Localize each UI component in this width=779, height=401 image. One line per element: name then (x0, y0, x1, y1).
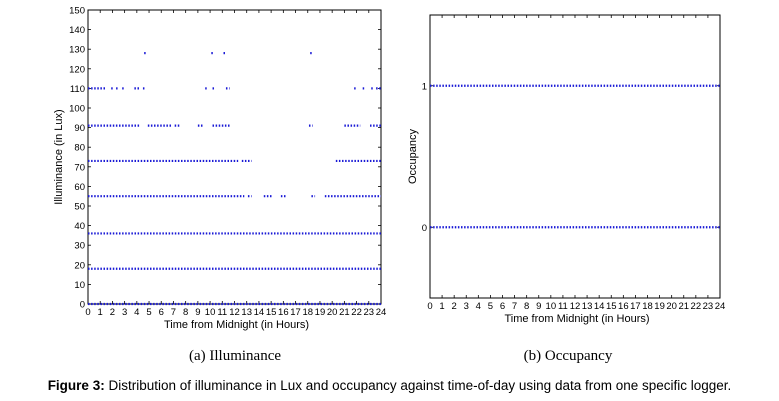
illuminance-x-tick-label: 14 (254, 307, 265, 318)
illuminance-x-tick-label: 11 (217, 307, 227, 318)
illuminance-x-tick-label: 22 (351, 307, 362, 318)
illuminance-y-tick-label: 40 (74, 221, 85, 232)
illuminance-x-tick-label: 9 (195, 307, 200, 318)
occupancy-x-tick-label: 16 (618, 301, 629, 312)
occupancy-x-axis-label: Time from Midnight (in Hours) (504, 313, 649, 325)
illuminance-plot-frame (87, 9, 382, 305)
illuminance-y-tick-label: 130 (69, 45, 85, 56)
occupancy-x-tick-label: 14 (594, 301, 605, 312)
occupancy-x-tick-label: 17 (630, 301, 641, 312)
illuminance-x-tick-label: 0 (85, 307, 90, 318)
occupancy-x-tick-label: 21 (678, 301, 689, 312)
figure-caption: Figure 3: Distribution of illuminance in… (0, 378, 779, 393)
illuminance-x-tick-label: 13 (241, 307, 252, 318)
illuminance-y-tick-label: 100 (69, 104, 85, 115)
illuminance-y-tick-label: 70 (74, 162, 85, 173)
illuminance-subcaption: (a) Illuminance (189, 348, 281, 364)
illuminance-x-tick-label: 23 (364, 307, 375, 318)
illuminance-x-tick-label: 3 (122, 307, 127, 318)
illuminance-x-tick-label: 8 (183, 307, 188, 318)
illuminance-y-tick-label: 10 (74, 280, 85, 291)
illuminance-y-tick-label: 80 (74, 143, 85, 154)
illuminance-chart: 0 1 2 3 4 5 6 7 8 9 10 11 12 13 14 15 16 17 18 19 20 21 22 23 24… (53, 6, 386, 365)
illuminance-y-tick-label: 20 (74, 260, 85, 271)
illuminance-y-tick-label: 110 (70, 84, 85, 95)
occupancy-x-tick-label: 4 (476, 301, 481, 312)
occupancy-subcaption: (b) Occupancy (524, 348, 613, 364)
occupancy-x-tick-label: 2 (452, 301, 457, 312)
illuminance-x-tick-label: 7 (171, 307, 176, 318)
occupancy-y-axis-label: Occupancy (407, 128, 419, 184)
occupancy-x-tick-label: 1 (439, 301, 444, 312)
occupancy-x-tick-label: 6 (500, 301, 505, 312)
illuminance-x-tick-label: 19 (315, 307, 326, 318)
occupancy-x-tick-label: 0 (427, 301, 432, 312)
illuminance-x-tick-label: 21 (339, 307, 350, 318)
figure-caption-label: Figure 3: (47, 378, 105, 393)
illuminance-y-tick-label: 0 (80, 300, 85, 311)
occupancy-x-tick-label: 24 (715, 301, 726, 312)
illuminance-y-tick-label: 60 (74, 182, 85, 193)
illuminance-x-axis-label: Time from Midnight (in Hours) (164, 319, 309, 331)
occupancy-x-tick-label: 3 (464, 301, 469, 312)
illuminance-y-tick-label: 150 (69, 6, 85, 17)
illuminance-x-tick-label: 4 (134, 307, 139, 318)
illuminance-x-tick-label: 10 (205, 307, 216, 318)
illuminance-x-tick-label: 1 (98, 307, 103, 318)
illuminance-y-tick-label: 50 (74, 202, 85, 213)
illuminance-x-tick-label: 5 (146, 307, 151, 318)
illuminance-y-tick-label: 90 (74, 123, 85, 134)
occupancy-x-tick-label: 19 (654, 301, 665, 312)
illuminance-x-tick-label: 16 (278, 307, 289, 318)
illuminance-x-tick-label: 6 (159, 307, 164, 318)
occupancy-x-tick-label: 9 (536, 301, 541, 312)
occupancy-x-tick-label: 13 (582, 301, 593, 312)
occupancy-plot-frame (429, 14, 721, 299)
occupancy-x-tick-label: 15 (606, 301, 617, 312)
occupancy-x-tick-label: 20 (666, 301, 677, 312)
occupancy-chart: 0 1 2 3 4 5 6 7 8 9 10 11 12 13 14 15 16 17 18 19 20 21 22 23 24… (407, 14, 726, 364)
occupancy-y-tick-label: 0 (422, 223, 427, 234)
occupancy-x-tick-label: 23 (703, 301, 714, 312)
occupancy-x-tick-label: 10 (546, 301, 557, 312)
illuminance-x-tick-label: 18 (302, 307, 313, 318)
illuminance-x-tick-label: 17 (290, 307, 301, 318)
illuminance-x-tick-label: 15 (266, 307, 277, 318)
illuminance-x-tick-label: 2 (110, 307, 115, 318)
occupancy-x-tick-label: 11 (558, 301, 568, 312)
illuminance-y-axis-label: Illuminance (in Lux) (53, 109, 65, 204)
occupancy-x-tick-label: 8 (524, 301, 529, 312)
illuminance-y-tick-label: 140 (69, 25, 85, 36)
illuminance-y-tick-label: 120 (69, 64, 85, 75)
illuminance-x-tick-label: 12 (229, 307, 240, 318)
occupancy-x-tick-label: 18 (642, 301, 653, 312)
occupancy-x-tick-label: 12 (570, 301, 581, 312)
figure-caption-text: Distribution of illuminance in Lux and o… (104, 378, 732, 393)
illuminance-x-tick-label: 24 (376, 307, 387, 318)
occupancy-y-tick-label: 1 (422, 81, 427, 92)
illuminance-y-tick-label: 30 (74, 241, 85, 252)
illuminance-x-tick-label: 20 (327, 307, 338, 318)
occupancy-x-tick-label: 7 (512, 301, 517, 312)
occupancy-x-tick-label: 22 (691, 301, 702, 312)
occupancy-x-tick-label: 5 (488, 301, 493, 312)
